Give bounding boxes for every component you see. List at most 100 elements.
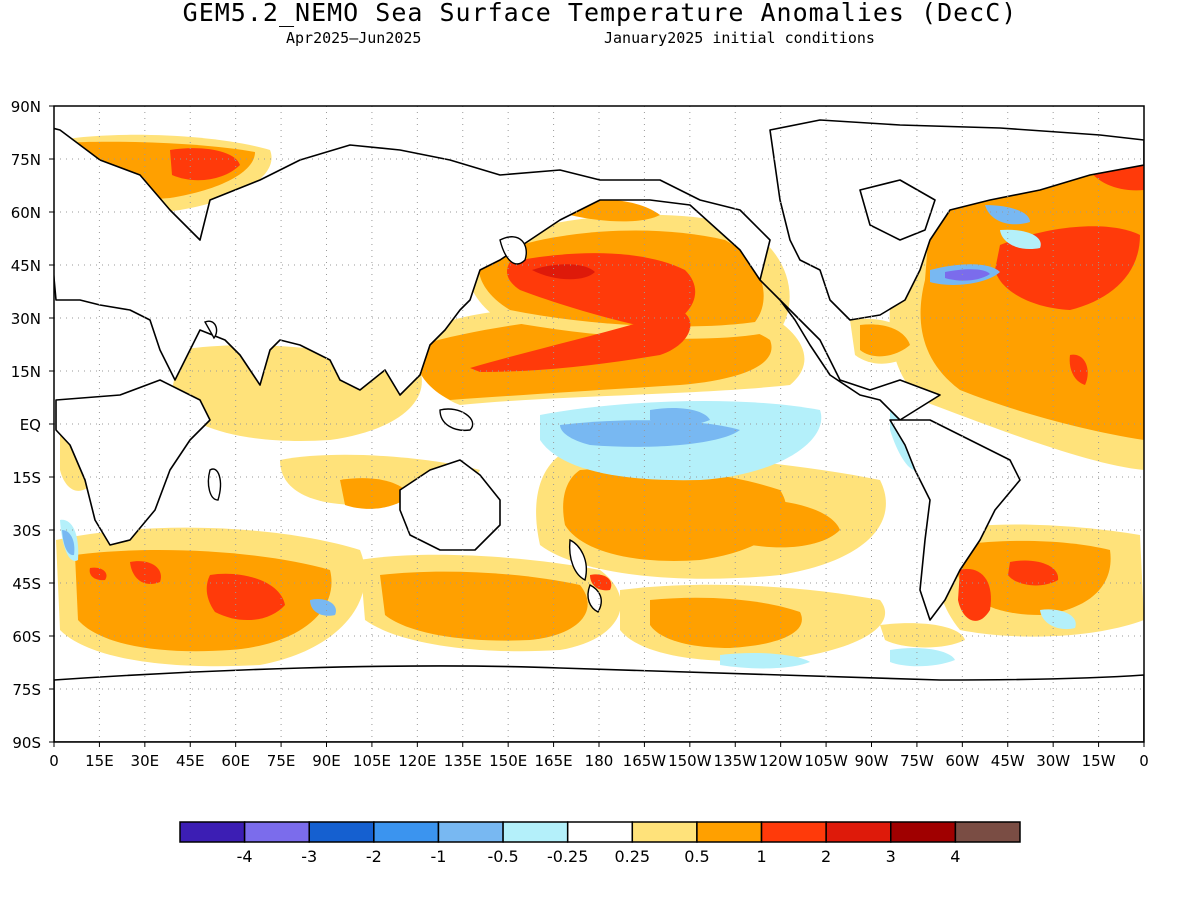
- anomaly-patch: [720, 652, 810, 669]
- lon-tick-label: 120E: [398, 752, 436, 770]
- anomaly-patch: [206, 573, 285, 621]
- colorbar-swatch: [696, 821, 763, 843]
- lat-tick-label: 45N: [11, 257, 41, 275]
- lat-tick-label: 90S: [12, 734, 41, 752]
- lon-tick-label: 165E: [535, 752, 573, 770]
- colorbar-label: 3: [886, 847, 896, 866]
- lat-tick-label: 15N: [11, 363, 41, 381]
- anomaly-patch: [89, 567, 107, 581]
- colorbar-label: -0.5: [487, 847, 518, 866]
- lon-tick-label: 165W: [623, 752, 667, 770]
- anomaly-patch: [650, 408, 710, 426]
- lon-tick-label: 60W: [945, 752, 979, 770]
- anomaly-patch: [170, 148, 240, 181]
- land-layer: [54, 119, 1144, 742]
- anomaly-patch: [62, 530, 75, 556]
- anomaly-patch: [470, 310, 691, 372]
- lon-tick-label: 45E: [176, 752, 205, 770]
- lon-tick-label: 75W: [900, 752, 934, 770]
- colorbar-swatch: [890, 821, 957, 843]
- lon-tick-label: 150W: [668, 752, 712, 770]
- lat-tick-label: 75N: [11, 151, 41, 169]
- anomaly-patch: [860, 324, 910, 357]
- gridlines: [54, 106, 1144, 742]
- island: [207, 468, 222, 501]
- colorbar-swatch: [631, 821, 698, 843]
- colorbar-swatch: [179, 821, 246, 843]
- island: [439, 408, 474, 432]
- land-mass: [54, 665, 1144, 742]
- colorbar-label: 1: [756, 847, 766, 866]
- lat-tick-label: 60N: [11, 204, 41, 222]
- anomaly-patch: [945, 269, 990, 281]
- lon-tick-label: 0: [1139, 752, 1149, 770]
- anomaly-patch: [1008, 560, 1059, 586]
- lon-tick-label: 105E: [353, 752, 391, 770]
- anomaly-patch: [560, 420, 740, 447]
- lon-tick-label: 105W: [804, 752, 848, 770]
- lon-tick-label: 45W: [991, 752, 1025, 770]
- lat-tick-label: 30N: [11, 310, 41, 328]
- colorbar-swatch: [760, 821, 827, 843]
- chart-title: GEM5.2_NEMO Sea Surface Temperature Anom…: [182, 0, 1018, 27]
- land-mass: [54, 127, 941, 421]
- anomaly-patch: [1040, 609, 1076, 630]
- colorbar-label: -2: [366, 847, 382, 866]
- lon-tick-label: 90W: [855, 752, 889, 770]
- island: [499, 236, 527, 265]
- anomaly-patch: [715, 498, 840, 548]
- anomaly-patch: [650, 597, 802, 648]
- lon-tick-label: 15E: [85, 752, 114, 770]
- colorbar-swatch: [243, 821, 310, 843]
- land-mass: [889, 419, 1021, 621]
- lat-tick-label: 60S: [12, 628, 41, 646]
- colorbar-swatch: [437, 821, 504, 843]
- anomaly-patch: [532, 264, 595, 280]
- anomaly-patch: [130, 561, 161, 584]
- colorbar-swatch: [308, 821, 375, 843]
- lon-tick-label: 0: [49, 752, 59, 770]
- island: [568, 538, 587, 582]
- colorbar-label: 2: [821, 847, 831, 866]
- lon-tick-label: 135E: [444, 752, 482, 770]
- lon-tick-label: 180: [585, 752, 614, 770]
- lon-tick-label: 15W: [1082, 752, 1116, 770]
- colorbar-swatch: [373, 821, 440, 843]
- anomaly-patch: [310, 598, 336, 616]
- lat-tick-label: 75S: [12, 681, 41, 699]
- initial-conditions: January2025 initial conditions: [604, 29, 875, 47]
- latitude-labels: 90N 75N 60N 45N 30N 15N EQ 15S 30S 45S 60S 75S 90S: [11, 98, 54, 752]
- lon-tick-label: 150E: [489, 752, 527, 770]
- colorbar: -4 -3 -2 -1 -0.5 -0.25 0.25 0.5 1 2 3 4: [179, 821, 1021, 866]
- colorbar-label: 0.25: [614, 847, 650, 866]
- land-mass: [399, 459, 501, 551]
- anomaly-patch: [1069, 354, 1088, 385]
- anomaly-field-layer: [56, 134, 1144, 669]
- lon-tick-label: 135W: [714, 752, 758, 770]
- anomaly-patch: [570, 199, 660, 222]
- anomaly-patch: [590, 574, 612, 591]
- lon-tick-label: 30E: [131, 752, 160, 770]
- anomaly-patch: [1000, 229, 1041, 250]
- anomaly-patch: [958, 569, 991, 621]
- lat-tick-label: 90N: [11, 98, 41, 116]
- colorbar-swatch: [954, 821, 1021, 843]
- colorbar-label: -0.25: [547, 847, 588, 866]
- colorbar-label: 0.5: [684, 847, 709, 866]
- lon-tick-label: 75E: [267, 752, 296, 770]
- colorbar-label: 4: [950, 847, 960, 866]
- anomaly-patch: [380, 571, 588, 641]
- colorbar-swatch: [825, 821, 892, 843]
- colorbar-swatch: [502, 821, 569, 843]
- forecast-period: Apr2025–Jun2025: [286, 29, 422, 47]
- longitude-labels: 0 15E 30E 45E 60E 75E 90E 105E 120E 135E 150E 165E 1…: [49, 742, 1149, 770]
- lon-tick-label: 120W: [759, 752, 803, 770]
- lon-tick-label: 30W: [1036, 752, 1070, 770]
- lat-tick-label: 15S: [12, 469, 41, 487]
- anomaly-patch: [880, 623, 965, 648]
- lat-tick-label: 45S: [12, 575, 41, 593]
- colorbar-label: -3: [301, 847, 317, 866]
- colorbar-label: -4: [237, 847, 253, 866]
- lat-tick-label: 30S: [12, 522, 41, 540]
